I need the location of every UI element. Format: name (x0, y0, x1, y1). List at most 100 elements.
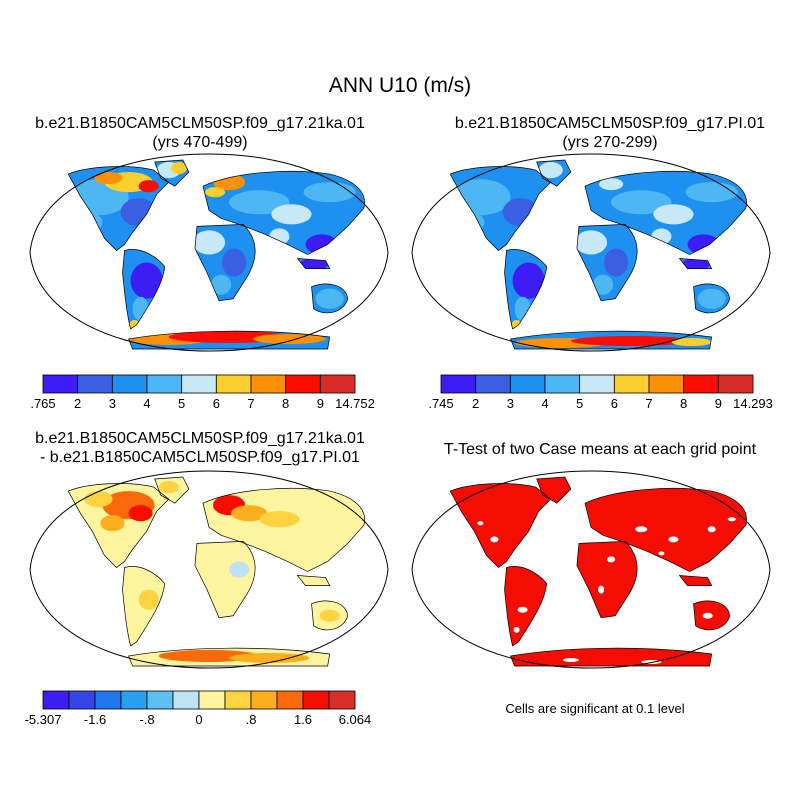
wind-blob-strong (253, 333, 326, 345)
coastline-africa (194, 223, 256, 302)
difference-colorbar-swatch (250, 690, 278, 710)
coastline-northAmerica (449, 483, 552, 568)
difference-colorbar-swatch (198, 690, 226, 710)
coastline-southAmerica (122, 566, 166, 647)
case-title-line-2: (yrs 470-499) (152, 134, 248, 151)
coastline-indonesia (296, 575, 331, 586)
wind-blob (604, 248, 629, 277)
wind-blob (303, 182, 356, 203)
wind-blob (315, 288, 344, 309)
coastline-africa (576, 223, 638, 302)
coastline-northAmerica (67, 166, 170, 251)
difference-colorbar-swatch (120, 690, 148, 710)
reference-title-line-1: b.e21.B1850CAM5CLM50SP.f09_g17.PI.01 (454, 115, 766, 132)
coastline-eurasia (584, 488, 747, 572)
coastline-greenland (536, 476, 572, 504)
coastline-antarctica (510, 647, 713, 667)
difference-blob (138, 589, 159, 610)
ttest-title-line-1: T-Test of two Case means at each grid po… (443, 441, 757, 458)
coastline-eurasia (202, 171, 365, 255)
coastline-antarctica (128, 647, 331, 667)
coastline-southAmerica (122, 249, 166, 330)
difference-title-line-1: b.e21.B1850CAM5CLM50SP.f09_g17.21ka.01 (35, 430, 365, 447)
difference-blob (100, 515, 125, 532)
difference-blob (231, 505, 268, 522)
difference-colorbar: -5.307 -1.6 -.8 0 .8 1.6 6.064 (25, 690, 371, 727)
difference-colorbar-swatch (146, 690, 174, 710)
coastline-greenland (536, 159, 572, 187)
difference-colorbar-swatch (68, 690, 96, 710)
coastline-antarctica (128, 330, 331, 350)
case-colorbar-tick-label: 6 (213, 396, 220, 411)
wind-blob-strong (671, 337, 712, 347)
reference-colorbar-tick-label: 5 (576, 396, 583, 411)
reference-map (411, 153, 771, 352)
difference-colorbar-tick-label: -1.6 (84, 712, 106, 727)
reference-colorbar-tick-label: 8 (680, 396, 687, 411)
reference-colorbar-tick-label: .745 (428, 396, 453, 411)
case-colorbar-tick-label: 3 (109, 396, 116, 411)
coastline-northAmerica (67, 483, 170, 568)
reference-colorbar-tick-label: 2 (472, 396, 479, 411)
reference-colorbar-swatch (717, 374, 754, 394)
difference-blob (229, 652, 310, 664)
non-significant-cell (562, 657, 579, 663)
coastline-indonesia (296, 258, 331, 269)
difference-colorbar-swatch (172, 690, 200, 710)
non-significant-cell (477, 521, 484, 526)
case-colorbar-swatch (111, 374, 148, 394)
reference-colorbar: .745 2 3 4 5 6 7 8 9 14.293 (428, 374, 773, 411)
difference-blob (84, 491, 113, 508)
non-significant-cell (668, 536, 679, 543)
difference-blob (259, 511, 300, 528)
non-significant-cell (641, 660, 662, 665)
reference-panel-title: b.e21.B1850CAM5CLM50SP.f09_g17.PI.01 (yr… (400, 114, 800, 152)
wind-blob (611, 190, 672, 215)
difference-colorbar-swatch (42, 690, 70, 710)
wind-blob-strong (170, 162, 187, 175)
non-significant-cell (658, 551, 665, 556)
non-significant-cell (727, 517, 736, 522)
reference-colorbar-swatch (579, 374, 615, 394)
case-colorbar-swatch (42, 374, 79, 394)
coastline-australia (693, 600, 731, 631)
case-colorbar-tick-label: 7 (247, 396, 254, 411)
coastline-southAmerica (504, 566, 548, 647)
reference-colorbar-swatch (475, 374, 511, 394)
coastline-eurasia (584, 171, 747, 255)
case-colorbar: .765 2 3 4 5 6 7 8 9 14.752 (30, 374, 375, 411)
wind-blob (271, 204, 312, 225)
case-panel-title: b.e21.B1850CAM5CLM50SP.f09_g17.21ka.01 (… (0, 114, 400, 152)
difference-colorbar-swatch (276, 690, 304, 710)
case-colorbar-swatch (250, 374, 287, 394)
difference-blob (128, 505, 153, 522)
wind-blob (593, 274, 614, 295)
coastline-australia (311, 600, 349, 631)
reference-colorbar-tick-label: 9 (715, 396, 722, 411)
difference-map (29, 470, 389, 669)
wind-blob (229, 190, 290, 215)
non-significant-cell (707, 526, 716, 533)
coastline-australia (693, 283, 731, 314)
difference-colorbar-tick-label: 0 (195, 712, 202, 727)
wind-blob (130, 262, 163, 299)
non-significant-cell (702, 612, 713, 619)
wind-blob-strong (94, 172, 123, 185)
case-colorbar-swatch (215, 374, 252, 394)
ttest-panel-title: T-Test of two Case means at each grid po… (400, 440, 800, 459)
case-colorbar-tick-label: 2 (74, 396, 81, 411)
difference-colorbar-tick-label: 1.6 (294, 712, 312, 727)
wind-blob (538, 162, 563, 179)
coastline-australia (311, 283, 349, 314)
non-significant-cell (607, 556, 616, 563)
difference-colorbar-swatch (328, 690, 356, 710)
wind-blob (222, 248, 247, 277)
difference-title-line-2: - b.e21.B1850CAM5CLM50SP.f09_g17.PI.01 (40, 449, 360, 466)
figure-title: ANN U10 (m/s) (328, 74, 472, 97)
difference-panel-title: b.e21.B1850CAM5CLM50SP.f09_g17.21ka.01 -… (0, 429, 400, 467)
wind-blob-strong (599, 178, 624, 191)
reference-colorbar-tick-label: 3 (507, 396, 514, 411)
coastline-eurasia (202, 488, 365, 572)
difference-blob (319, 609, 340, 622)
difference-colorbar-swatch (94, 690, 122, 710)
